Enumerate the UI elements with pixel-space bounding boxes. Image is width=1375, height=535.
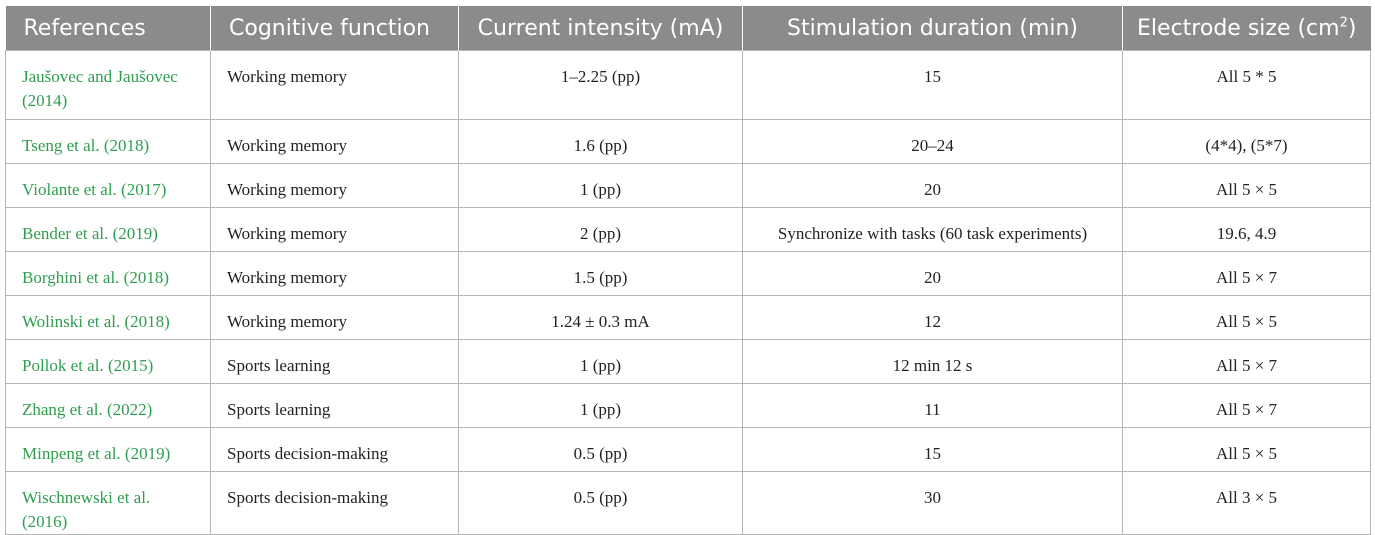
cell-cognitive-function: Working memory <box>210 50 459 120</box>
cell-cognitive-function: Working memory <box>210 163 459 208</box>
cell-current-intensity: 1–2.25 (pp) <box>458 50 743 120</box>
header-cognitive-function: Cognitive function <box>210 6 459 51</box>
header-electrode-size-superscript: 2 <box>1339 15 1348 31</box>
cell-stimulation-duration: 20 <box>742 251 1123 296</box>
cell-electrode-size: All 5 × 7 <box>1122 383 1371 428</box>
cell-cognitive-function: Sports learning <box>210 339 459 384</box>
cell-electrode-size: All 5 × 7 <box>1122 339 1371 384</box>
cell-current-intensity: 2 (pp) <box>458 207 743 252</box>
cell-current-intensity: 0.5 (pp) <box>458 427 743 472</box>
table-header-row: References Cognitive function Current in… <box>5 6 1371 51</box>
cell-cognitive-function: Sports decision-making <box>210 427 459 472</box>
table-body: Jaušovec and Jaušovec (2014) Working memo… <box>5 50 1371 535</box>
cell-stimulation-duration: 12 min 12 s <box>742 339 1123 384</box>
cell-stimulation-duration: 15 <box>742 427 1123 472</box>
cell-electrode-size: 19.6, 4.9 <box>1122 207 1371 252</box>
table-row: Borghini et al. (2018) Working memory 1.5 … <box>5 251 1371 296</box>
cell-cognitive-function: Working memory <box>210 251 459 296</box>
cell-electrode-size: All 5 × 5 <box>1122 295 1371 340</box>
tdcs-parameters-table: References Cognitive function Current in… <box>5 6 1371 535</box>
header-references: References <box>5 6 211 51</box>
cell-reference[interactable]: Borghini et al. (2018) <box>5 251 211 296</box>
cell-electrode-size: All 5 × 5 <box>1122 163 1371 208</box>
table-row: Violante et al. (2017) Working memory 1 (p… <box>5 163 1371 208</box>
cell-current-intensity: 1.24 ± 0.3 mA <box>458 295 743 340</box>
cell-reference[interactable]: Zhang et al. (2022) <box>5 383 211 428</box>
cell-electrode-size: All 5 × 7 <box>1122 251 1371 296</box>
cell-current-intensity: 1.6 (pp) <box>458 119 743 164</box>
header-electrode-size-text: Electrode size (cm <box>1137 15 1340 41</box>
cell-cognitive-function: Sports decision-making <box>210 471 459 535</box>
cell-cognitive-function: Sports learning <box>210 383 459 428</box>
table-row: Bender et al. (2019) Working memory 2 (pp)… <box>5 207 1371 252</box>
header-stimulation-duration: Stimulation duration (min) <box>742 6 1123 51</box>
header-electrode-size: Electrode size (cm2) <box>1122 6 1371 51</box>
cell-cognitive-function: Working memory <box>210 207 459 252</box>
cell-reference[interactable]: Wischnewski et al. (2016) <box>5 471 211 535</box>
header-current-intensity: Current intensity (mA) <box>458 6 743 51</box>
cell-reference[interactable]: Violante et al. (2017) <box>5 163 211 208</box>
cell-cognitive-function: Working memory <box>210 119 459 164</box>
cell-electrode-size: All 5 × 5 <box>1122 427 1371 472</box>
cell-stimulation-duration: 20–24 <box>742 119 1123 164</box>
cell-current-intensity: 1 (pp) <box>458 383 743 428</box>
cell-stimulation-duration: 11 <box>742 383 1123 428</box>
table-row: Minpeng et al. (2019) Sports decision-mak… <box>5 427 1371 472</box>
cell-current-intensity: 1 (pp) <box>458 163 743 208</box>
cell-electrode-size: All 5 * 5 <box>1122 50 1371 120</box>
cell-current-intensity: 0.5 (pp) <box>458 471 743 535</box>
cell-stimulation-duration: 30 <box>742 471 1123 535</box>
table-row: Zhang et al. (2022) Sports learning 1 (pp)… <box>5 383 1371 428</box>
cell-electrode-size: All 3 × 5 <box>1122 471 1371 535</box>
cell-stimulation-duration: 20 <box>742 163 1123 208</box>
cell-reference[interactable]: Jaušovec and Jaušovec (2014) <box>5 50 211 120</box>
cell-current-intensity: 1.5 (pp) <box>458 251 743 296</box>
table-row: Pollok et al. (2015) Sports learning 1 (pp… <box>5 339 1371 384</box>
references-table-container: References Cognitive function Current in… <box>5 6 1371 535</box>
table-row: Wischnewski et al. (2016) Sports decision… <box>5 471 1371 535</box>
cell-stimulation-duration: 12 <box>742 295 1123 340</box>
table-row: Jaušovec and Jaušovec (2014) Working memo… <box>5 50 1371 120</box>
cell-cognitive-function: Working memory <box>210 295 459 340</box>
cell-electrode-size: (4*4), (5*7) <box>1122 119 1371 164</box>
cell-reference[interactable]: Bender et al. (2019) <box>5 207 211 252</box>
cell-reference[interactable]: Tseng et al. (2018) <box>5 119 211 164</box>
table-row: Tseng et al. (2018) Working memory 1.6 (pp… <box>5 119 1371 164</box>
cell-current-intensity: 1 (pp) <box>458 339 743 384</box>
cell-stimulation-duration: Synchronize with tasks (60 task experime… <box>742 207 1123 252</box>
cell-reference[interactable]: Pollok et al. (2015) <box>5 339 211 384</box>
table-row: Wolinski et al. (2018) Working memory 1.24… <box>5 295 1371 340</box>
cell-reference[interactable]: Wolinski et al. (2018) <box>5 295 211 340</box>
cell-reference[interactable]: Minpeng et al. (2019) <box>5 427 211 472</box>
cell-stimulation-duration: 15 <box>742 50 1123 120</box>
header-electrode-size-close: ) <box>1347 15 1357 41</box>
